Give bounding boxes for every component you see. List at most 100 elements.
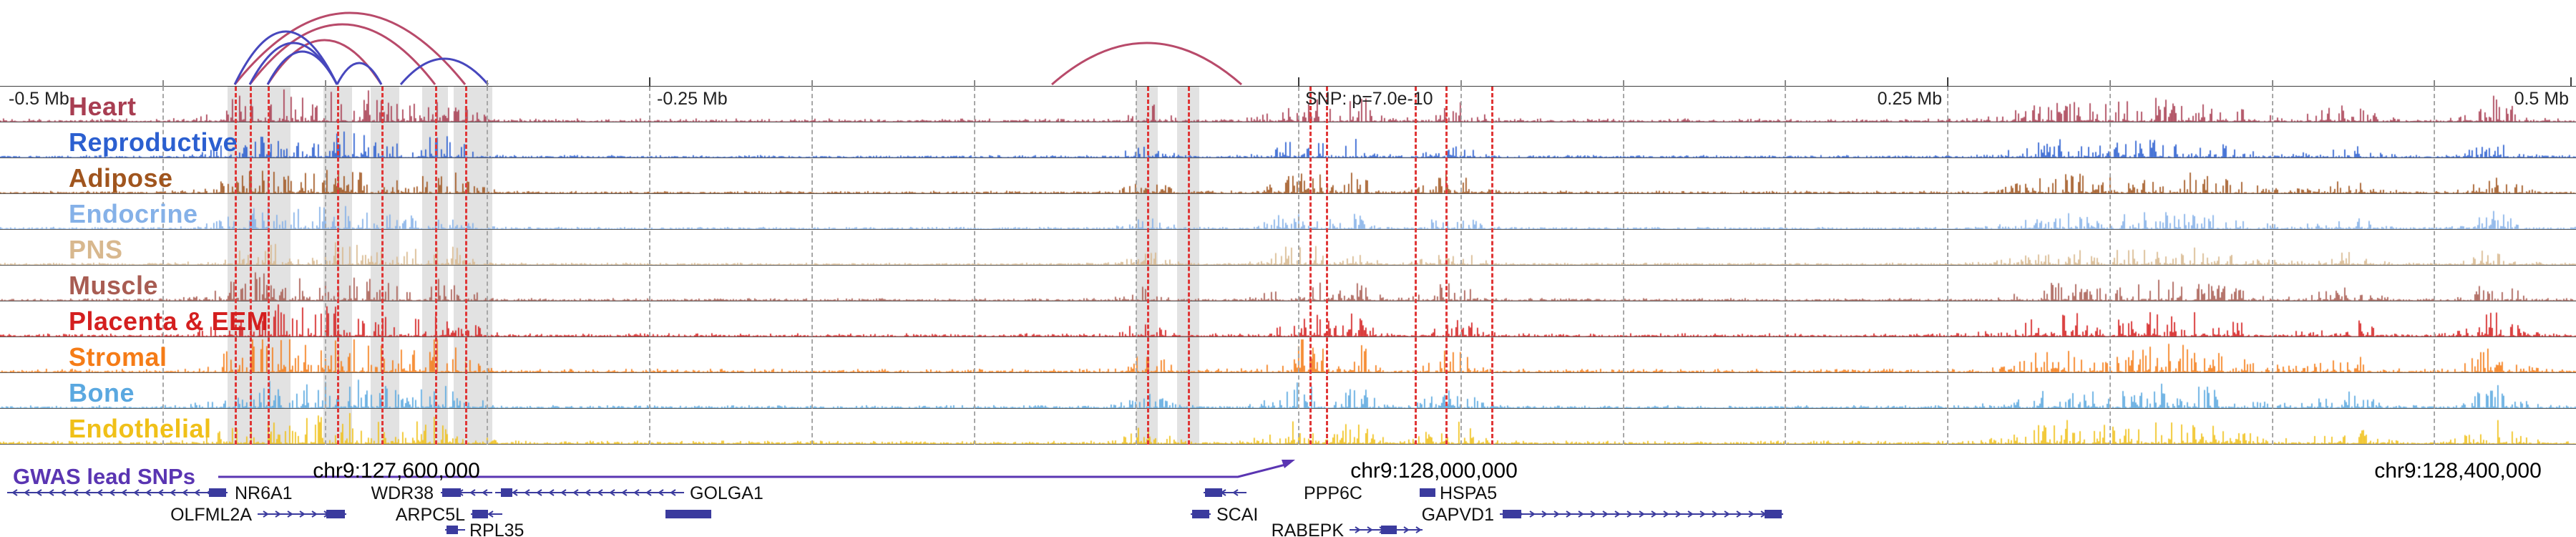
strand-arrow-icon bbox=[1415, 526, 1422, 533]
strand-arrow-icon bbox=[1687, 511, 1694, 518]
gene-name-label: GOLGA1 bbox=[690, 483, 763, 503]
minor-gridline bbox=[325, 87, 326, 445]
strand-arrow-icon bbox=[585, 489, 591, 496]
gene-exon bbox=[326, 510, 345, 518]
track-row-placenta-eem: Placenta & EEM bbox=[0, 301, 2576, 337]
strand-arrow-icon bbox=[1602, 511, 1609, 518]
gene-name-label: OLFML2A bbox=[170, 505, 252, 525]
minor-tick bbox=[487, 80, 488, 87]
minor-tick bbox=[811, 80, 813, 87]
strand-arrow-icon bbox=[48, 489, 54, 496]
axis-tick-label: 0.25 Mb bbox=[1877, 89, 1942, 109]
strand-arrow-icon bbox=[170, 489, 176, 496]
minor-gridline bbox=[1623, 87, 1624, 445]
track-row-stromal: Stromal bbox=[0, 337, 2576, 373]
minor-gridline bbox=[1298, 87, 1299, 445]
minor-tick bbox=[974, 80, 975, 87]
strand-arrow-icon bbox=[11, 489, 18, 496]
interaction-arc bbox=[248, 23, 436, 85]
strand-arrow-icon bbox=[487, 511, 494, 518]
gwas-pointer-line bbox=[218, 463, 1289, 478]
strand-arrow-icon bbox=[60, 489, 67, 496]
minor-gridline bbox=[1947, 87, 1948, 445]
minor-tick bbox=[325, 80, 326, 87]
strand-arrow-icon bbox=[560, 489, 567, 496]
minor-gridline bbox=[649, 87, 650, 445]
minor-gridline bbox=[2272, 87, 2273, 445]
minor-gridline bbox=[162, 87, 164, 445]
signal-canvas bbox=[0, 409, 2576, 444]
minor-tick bbox=[1623, 80, 1624, 87]
strand-arrow-icon bbox=[524, 489, 530, 496]
track-row-heart: Heart bbox=[0, 87, 2576, 122]
signal-tracks-panel: Heart Reproductive Adipose Endocrine PNS Musc… bbox=[0, 77, 2576, 445]
gene-exon bbox=[442, 488, 461, 497]
genomic-coordinate-label: chr9:128,400,000 bbox=[2374, 459, 2542, 483]
track-row-endocrine: Endocrine bbox=[0, 194, 2576, 230]
minor-tick bbox=[1136, 80, 1137, 87]
gene-exon bbox=[1420, 488, 1435, 497]
axis-tick-label: SNP: p=7.0e-10 bbox=[1305, 89, 1433, 109]
strand-arrow-icon bbox=[157, 489, 164, 496]
major-tick bbox=[1947, 77, 1948, 87]
gene-exon bbox=[665, 510, 711, 518]
major-tick bbox=[649, 77, 650, 87]
strand-arrow-icon bbox=[299, 511, 306, 518]
axis-tick-label: -0.5 Mb bbox=[9, 89, 69, 109]
strand-arrow-icon bbox=[1566, 511, 1572, 518]
signal-canvas bbox=[0, 87, 2576, 122]
signal-canvas bbox=[0, 194, 2576, 229]
strand-arrow-icon bbox=[1590, 511, 1596, 518]
snp-dashed-line bbox=[337, 87, 339, 445]
signal-canvas bbox=[0, 301, 2576, 337]
strand-arrow-icon bbox=[1675, 511, 1682, 518]
interaction-arc bbox=[266, 50, 338, 85]
gene-exon bbox=[1381, 526, 1397, 534]
minor-tick bbox=[2109, 80, 2111, 87]
minor-tick bbox=[1785, 80, 1786, 87]
strand-arrow-icon bbox=[72, 489, 79, 496]
strand-arrow-icon bbox=[1663, 511, 1669, 518]
strand-arrow-icon bbox=[121, 489, 127, 496]
minor-tick bbox=[1460, 80, 1462, 87]
gene-name-label: WDR38 bbox=[371, 483, 434, 503]
strand-arrow-icon bbox=[1614, 511, 1621, 518]
track-label: Endothelial bbox=[69, 414, 212, 443]
strand-arrow-icon bbox=[275, 511, 281, 518]
gene-name-label: ARPC5L bbox=[396, 505, 465, 525]
minor-tick bbox=[162, 80, 164, 87]
strand-arrow-icon bbox=[1651, 511, 1657, 518]
snp-dashed-line bbox=[465, 87, 467, 445]
minor-gridline bbox=[487, 87, 488, 445]
gene-exon bbox=[472, 510, 488, 518]
gene-name-label: HSPA5 bbox=[1440, 483, 1497, 503]
gene-exon bbox=[501, 488, 512, 497]
track-label: Adipose bbox=[69, 163, 173, 193]
strand-arrow-icon bbox=[145, 489, 152, 496]
signal-canvas bbox=[0, 230, 2576, 265]
strand-arrow-icon bbox=[1724, 511, 1730, 518]
interaction-arc bbox=[336, 62, 383, 85]
strand-arrow-icon bbox=[658, 489, 664, 496]
gene-exon bbox=[1765, 510, 1782, 518]
snp-dashed-line bbox=[1188, 87, 1190, 445]
major-tick bbox=[1298, 77, 1299, 87]
track-label: PNS bbox=[69, 235, 123, 264]
minor-tick bbox=[2272, 80, 2273, 87]
strand-arrow-icon bbox=[109, 489, 115, 496]
strand-arrow-icon bbox=[133, 489, 140, 496]
strand-arrow-icon bbox=[645, 489, 652, 496]
gene-name-label: RABEPK bbox=[1272, 521, 1345, 537]
gene-name-label: PPP6C bbox=[1304, 483, 1362, 503]
snp-dashed-line bbox=[1445, 87, 1448, 445]
interaction-arc bbox=[399, 57, 489, 85]
strand-arrow-icon bbox=[1748, 511, 1755, 518]
minor-gridline bbox=[1460, 87, 1462, 445]
gene-name-label: RPL35 bbox=[469, 521, 524, 537]
minor-gridline bbox=[974, 87, 975, 445]
gwas-pointer-arrow-icon bbox=[1282, 460, 1295, 468]
snp-dashed-line bbox=[1326, 87, 1328, 445]
gwas-lead-snps-label: GWAS lead SNPs bbox=[13, 464, 195, 489]
minor-gridline bbox=[811, 87, 813, 445]
